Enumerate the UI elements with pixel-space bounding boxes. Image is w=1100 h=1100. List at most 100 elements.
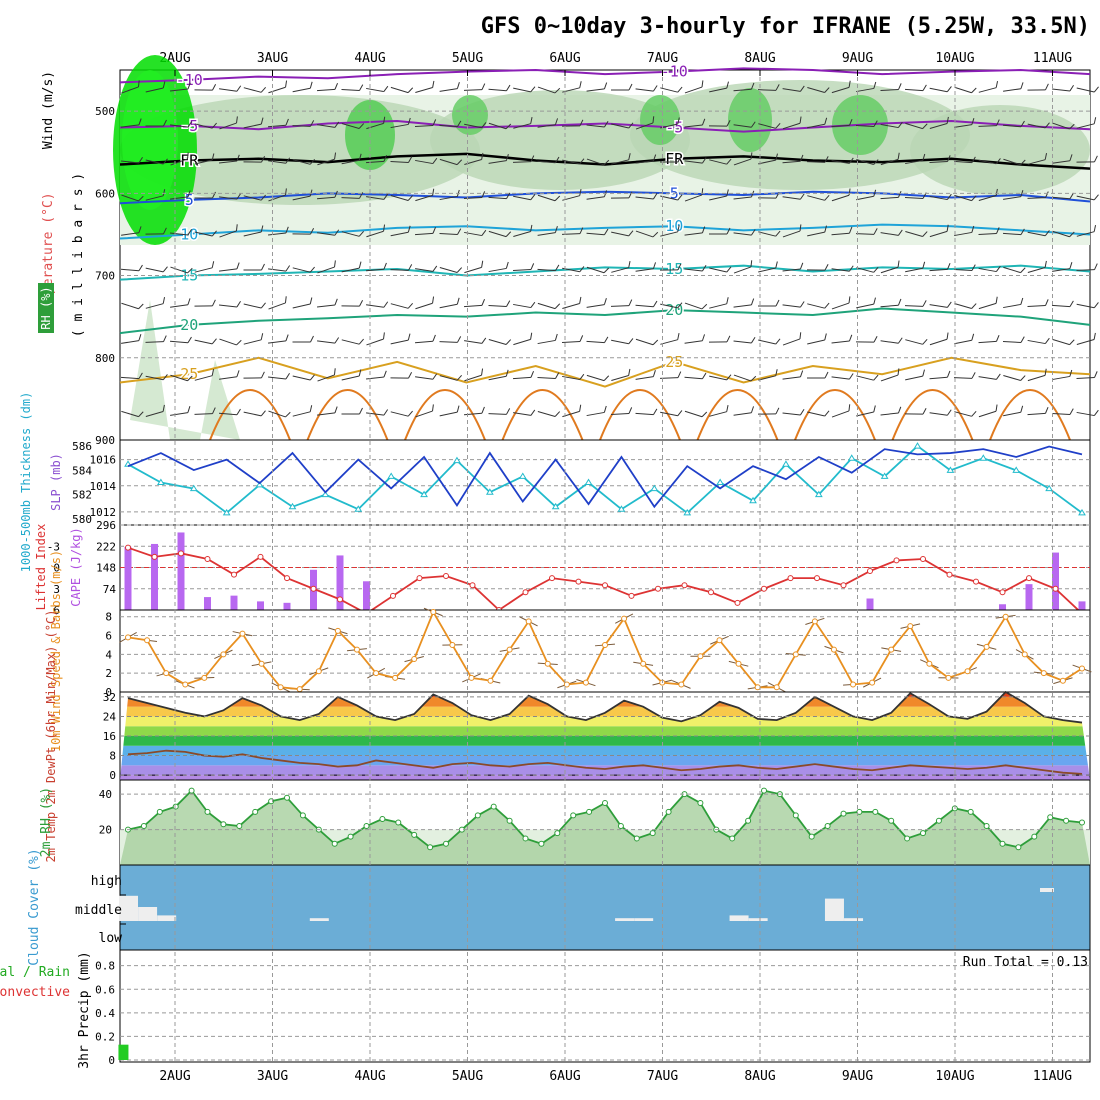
wind10m-line-point — [697, 653, 704, 660]
rh-legend-swatch — [38, 283, 54, 333]
wind-barb-shaft — [415, 410, 433, 418]
wind-barb-flag — [457, 228, 462, 235]
warm-contour-loop — [599, 389, 681, 441]
wind-barb-flag — [187, 229, 192, 236]
wind-barb-shaft — [954, 303, 972, 309]
wind-barb-shaft — [660, 231, 678, 237]
wind-barb-flag — [358, 230, 365, 237]
wind-barb-shaft — [807, 303, 825, 309]
li-line-point — [840, 582, 847, 589]
wind-barb — [561, 335, 584, 343]
wind-barb-shaft — [831, 268, 850, 272]
wind-barb-shaft — [929, 412, 948, 416]
wind-barb-flag — [1045, 191, 1049, 198]
wind-barb-shaft — [537, 124, 556, 128]
wind-barb — [120, 157, 143, 164]
wind-barb-flag — [457, 120, 462, 127]
top-date-label: 3AUG — [257, 51, 288, 66]
temp-tick-label: 32 — [103, 691, 116, 704]
wind-barb-shaft — [855, 233, 875, 235]
wind-barb — [194, 407, 216, 415]
wind10m-line-point — [830, 646, 837, 653]
wind-barb-shaft — [905, 231, 923, 237]
wind-barb — [415, 265, 438, 272]
thickness-line-point — [617, 505, 626, 512]
wind-barb-flag — [1069, 262, 1073, 269]
wind-barb-flag — [260, 225, 264, 233]
wind-barb-shaft — [758, 375, 776, 381]
wind-barb-shaft — [806, 161, 826, 163]
wind-barb-flag — [162, 189, 166, 196]
wind-barb-flag — [873, 297, 876, 305]
wind10m-frame — [119, 609, 1091, 693]
wind-barb-flag — [799, 224, 802, 232]
wind-barb-shaft — [513, 338, 531, 346]
wind-barb-flag — [1020, 336, 1025, 343]
wind-barb-flag — [996, 334, 1000, 342]
wind10m-line-point — [964, 668, 971, 675]
temperature-contour — [119, 119, 1091, 133]
wind-barb-flag — [1093, 302, 1099, 309]
wind-barb-flag — [260, 117, 264, 125]
wind-barb-flag — [1069, 300, 1074, 307]
wind-barb — [929, 224, 949, 238]
wind-barb-flag — [432, 226, 437, 234]
wind-barb-shaft — [611, 159, 629, 165]
wind-barb-shaft — [1027, 231, 1046, 237]
wind10m-label: 10m Wind Speed & Barbs (m/s) — [49, 550, 63, 752]
wind-barb-flag — [456, 405, 460, 413]
wind-barb — [439, 120, 462, 128]
wind-barb-shaft — [513, 195, 531, 201]
wind-barb-shaft — [660, 303, 678, 309]
wind-barb-flag — [456, 267, 463, 273]
wind-barb-flag — [1020, 159, 1026, 166]
wind-barb-flag — [898, 337, 903, 344]
wind-barb-shaft — [1027, 197, 1046, 199]
wind-barb-flag — [211, 230, 217, 237]
wind-barb — [341, 84, 364, 91]
wind-barb-shaft — [194, 413, 213, 415]
wind-barb-shaft — [219, 338, 237, 346]
wind-barb — [635, 262, 657, 272]
wind-barb-flag — [505, 339, 512, 345]
rh-area — [120, 790, 1090, 865]
rh-high-region — [122, 70, 178, 210]
wind-barb — [782, 370, 804, 380]
wind-barb — [267, 118, 289, 128]
wind10m-line-point — [163, 670, 170, 677]
wind-barb — [880, 368, 900, 382]
wind-barb-flag — [579, 404, 582, 412]
wind-barb-flag — [947, 155, 951, 162]
wind-barb-flag — [971, 410, 977, 417]
wind-barb — [586, 82, 608, 92]
wind-barb-shaft — [929, 123, 948, 129]
wind-barb-flag — [873, 120, 878, 127]
wind-barb-shaft — [758, 231, 776, 237]
precip-tick-label: 0 — [108, 1054, 115, 1067]
wind-barb-shaft — [757, 89, 777, 91]
wind-barb — [366, 301, 389, 308]
temp-tick-label: 24 — [103, 710, 117, 723]
wind-barb-flag — [653, 193, 658, 200]
wind-barb-shaft — [733, 374, 752, 382]
wind-barb — [1052, 369, 1073, 381]
rh-line-point — [220, 821, 227, 828]
wind-barb — [610, 191, 633, 199]
wind-barb-flag — [1069, 231, 1075, 238]
wind-barb-shaft — [831, 194, 850, 202]
wind-barb-shaft — [586, 411, 605, 417]
wind-tick-label: 8 — [105, 611, 112, 624]
wind-barb — [317, 260, 336, 274]
wind-barb — [145, 158, 168, 165]
wind-barb-flag — [628, 83, 633, 91]
li-line-point — [734, 599, 741, 606]
wind-barb — [243, 371, 265, 379]
wind-barb-flag — [1045, 299, 1049, 306]
wind-barb — [1027, 368, 1047, 382]
wind-barb-flag — [677, 86, 683, 93]
li-tick-label: -3 — [47, 540, 60, 553]
wind-barb-flag — [187, 121, 193, 128]
wind-barb-flag — [922, 153, 926, 161]
wind-barb-shaft — [954, 194, 972, 202]
wind-barb-shaft — [488, 122, 507, 130]
